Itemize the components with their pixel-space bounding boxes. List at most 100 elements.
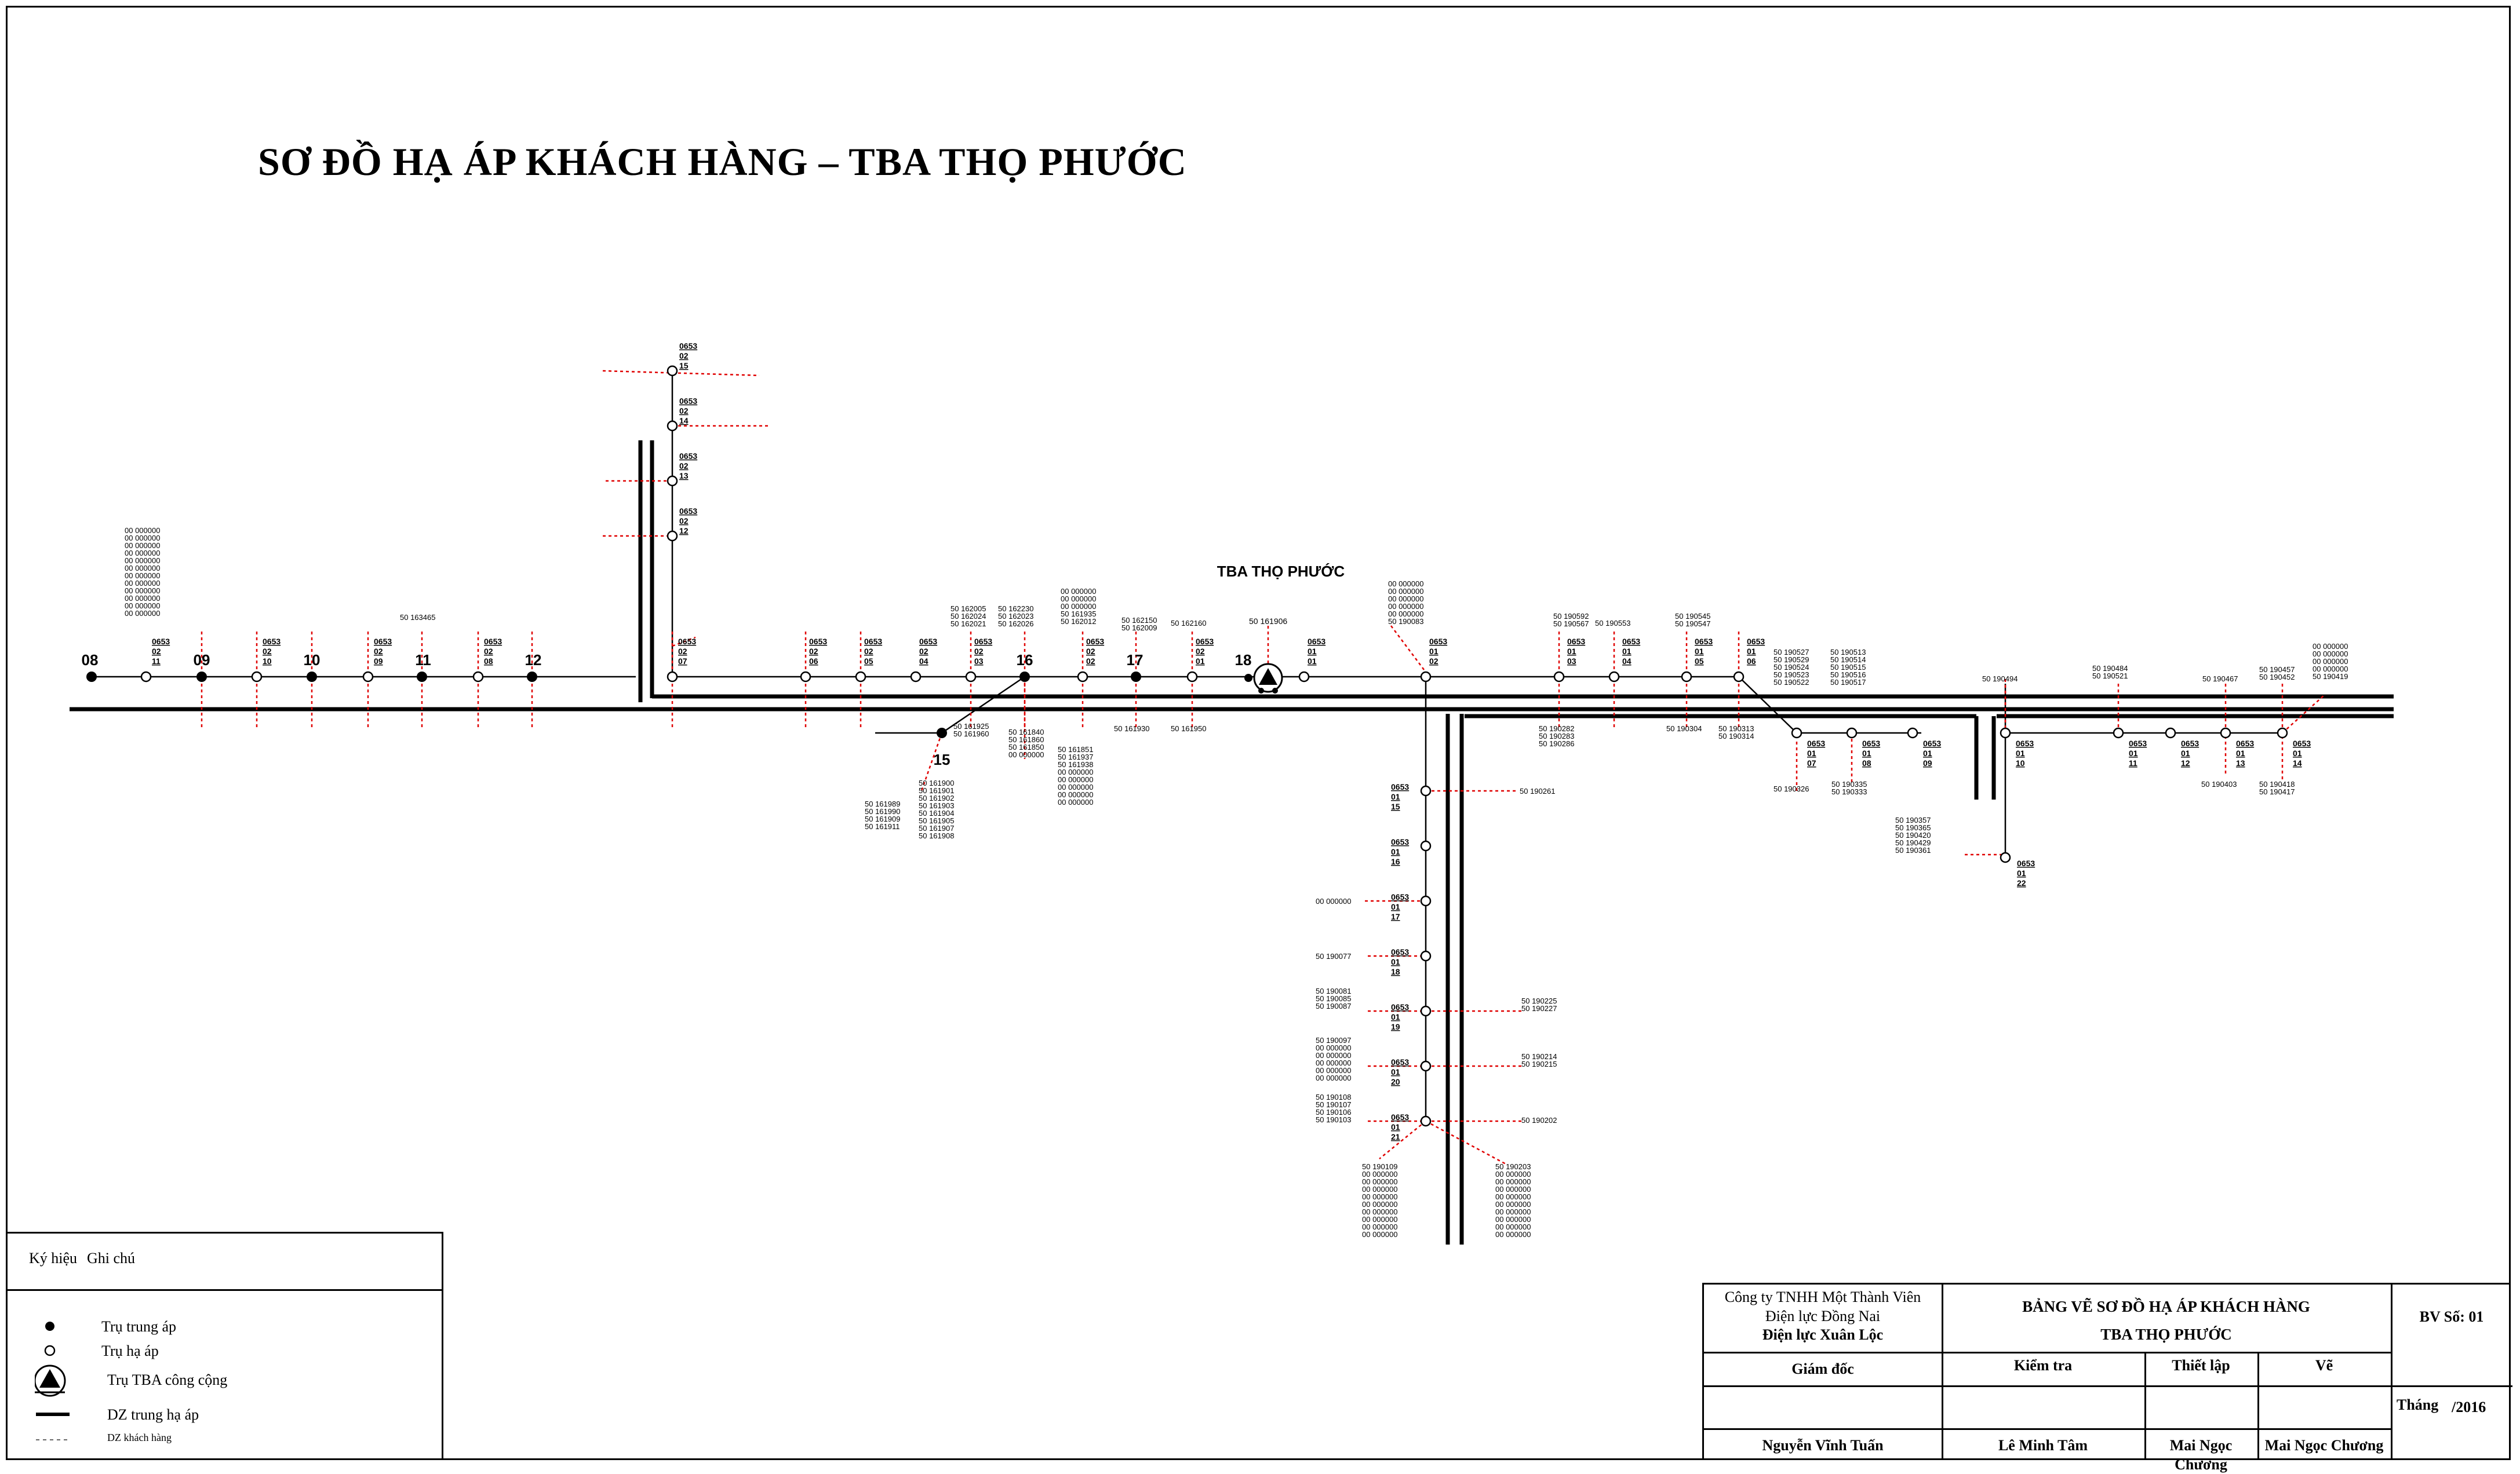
pole-code-p0117: 0653	[1391, 892, 1409, 902]
customer-id-c15b: 50 161908	[919, 831, 954, 840]
legend-item-lv-pole: Trụ hạ áp	[6, 1338, 442, 1363]
customer-id-c0203: 50 162005	[951, 604, 986, 613]
pole-code-p0214: 14	[679, 416, 689, 425]
pole-code-p0211: 11	[152, 656, 161, 666]
customer-id-c0211: 00 000000	[125, 601, 160, 610]
pole-code-p0215: 0653	[679, 341, 697, 351]
customer-id-c0202b: 00 000000	[1061, 587, 1096, 596]
customer-id-c16b: 50 161860	[1008, 735, 1044, 744]
pole-code-p0105: 05	[1695, 656, 1704, 666]
mv-pole-icon	[937, 728, 947, 738]
pole-code-p0212: 0653	[679, 506, 697, 516]
customer-id-c0121d: 00 000000	[1495, 1215, 1531, 1224]
customer-id-c0209: 50 163465	[400, 613, 435, 622]
customer-id-c15b: 50 161901	[919, 786, 954, 795]
customer-id-c0120a: 00 000000	[1316, 1044, 1351, 1052]
mv-pole-icon	[307, 672, 317, 682]
customer-id-c0111: 50 190521	[2092, 672, 2128, 680]
customer-id-c15c: 50 161909	[865, 815, 900, 823]
customer-id-c0202: 50 162023	[998, 612, 1033, 621]
customer-id-c0120a: 00 000000	[1316, 1074, 1351, 1082]
drawing-title: BẢNG VẼ SƠ ĐỒ HẠ ÁP KHÁCH HÀNG TBA THỌ P…	[1942, 1297, 2391, 1345]
lv-pole-icon	[667, 420, 678, 432]
customer-id-c0119a: 50 190081	[1316, 987, 1351, 995]
title-block: Công ty TNHH Một Thành Viên Điện lực Đồn…	[1702, 1283, 2512, 1473]
mv-pole-icon	[417, 672, 427, 682]
pole-code-p0118: 0653	[1391, 947, 1409, 957]
customer-id-c0121a: 50 190108	[1316, 1093, 1351, 1101]
pole-code-p0115: 01	[1391, 792, 1400, 801]
pole-code-p0107: 01	[1807, 749, 1816, 758]
customer-id-c0202c: 00 000000	[1058, 768, 1093, 776]
customer-drop-line	[1390, 625, 1426, 673]
customer-id-c0201b: 50 161950	[1171, 724, 1206, 733]
customer-id-c0114b: 00 000000	[2313, 665, 2348, 673]
lv-pole-icon	[140, 671, 152, 683]
customer-id-c0202c: 50 161937	[1058, 753, 1093, 761]
customer-id-c0121d: 00 000000	[1495, 1185, 1531, 1194]
customer-id-c0108b: 50 190335	[1831, 780, 1867, 789]
name-draw: Mai Ngọc Chương	[2264, 1437, 2384, 1454]
pole-code-p0111: 11	[2129, 758, 2137, 768]
customer-id-c0117: 00 000000	[1316, 897, 1351, 906]
legend-label: Trụ trung áp	[101, 1318, 177, 1335]
poles-layer	[86, 365, 2288, 1127]
customer-id-c0104: 50 190553	[1595, 619, 1630, 627]
customer-id-c15a: 50 161925	[953, 722, 989, 731]
customer-id-c0202c: 50 161851	[1058, 745, 1093, 754]
pole-code-p0209: 02	[374, 647, 383, 656]
pole-code-p0201: 01	[1196, 656, 1205, 666]
customer-id-c0121b: 50 190202	[1521, 1116, 1557, 1125]
drawing-title-line1: BẢNG VẼ SƠ ĐỒ HẠ ÁP KHÁCH HÀNG	[2022, 1298, 2310, 1315]
year-label: /2016	[2452, 1399, 2486, 1415]
customer-id-c0121c: 50 190109	[1362, 1162, 1397, 1171]
legend-item-mv-pole: Trụ trung áp	[6, 1314, 442, 1339]
customer-id-c0121c: 00 000000	[1362, 1215, 1397, 1224]
customer-id-c0211: 00 000000	[125, 594, 160, 603]
pole-code-p0119: 0653	[1391, 1002, 1409, 1012]
pole-code-p0118: 01	[1391, 957, 1400, 966]
customer-id-c0108b: 50 190333	[1831, 787, 1867, 796]
customer-id-c0108: 50 190515	[1830, 663, 1866, 672]
customer-id-c0122: 50 190361	[1895, 846, 1931, 855]
customer-id-c0121a: 50 190103	[1316, 1115, 1351, 1124]
lv-pole-icon	[1420, 840, 1432, 852]
pole-code-p0205: 0653	[864, 637, 882, 646]
pole-code-p0213: 0653	[679, 451, 697, 461]
pole-code-p0207: 0653	[678, 637, 696, 646]
pole-code-p0209: 0653	[374, 637, 392, 646]
customer-id-c0111: 50 190484	[2092, 664, 2128, 673]
customer-drop-line	[920, 732, 943, 791]
company-line3: Điện lực Xuân Lộc	[1762, 1326, 1884, 1343]
customer-id-c0211: 00 000000	[125, 564, 160, 572]
customer-id-c0120a: 00 000000	[1316, 1051, 1351, 1060]
lv-pole-icon	[472, 671, 484, 683]
mv-pole-icon	[1019, 672, 1030, 682]
customer-id-c0121c: 00 000000	[1362, 1230, 1397, 1239]
customer-id-c15b: 50 161902	[919, 794, 954, 802]
customer-id-c0122: 50 190429	[1895, 838, 1931, 847]
pole-code-p0215: 02	[679, 351, 689, 360]
pole-code-p0110: 01	[2016, 749, 2025, 758]
customer-id-c0121d: 00 000000	[1495, 1192, 1531, 1201]
drawing-title-line2: TBA THỌ PHƯỚC	[2100, 1325, 2232, 1343]
mv-pole-number-p15: 15	[934, 751, 951, 768]
pole-code-p0205: 05	[864, 656, 873, 666]
customer-id-c0121c: 00 000000	[1362, 1177, 1397, 1186]
pole-code-p0202: 02	[1086, 647, 1095, 656]
pole-code-p0206: 02	[809, 647, 818, 656]
lv-pole-icon	[1733, 671, 1745, 683]
customer-id-c0120a: 00 000000	[1316, 1059, 1351, 1067]
customer-id-c0120a: 50 190097	[1316, 1036, 1351, 1045]
customer-drop-line	[672, 636, 696, 647]
mv-pole-icon	[527, 672, 537, 682]
customer-id-c15b: 50 161900	[919, 779, 954, 787]
pole-code-p0101: 0653	[1308, 637, 1325, 646]
customer-id-c0202c: 00 000000	[1058, 783, 1093, 791]
lv-pole-icon	[362, 671, 374, 683]
pole-code-p0213: 02	[679, 461, 689, 470]
lv-pole-icon	[1907, 727, 1918, 739]
lv-pole-icon	[1420, 895, 1432, 907]
customer-id-c0121d: 00 000000	[1495, 1230, 1531, 1239]
customer-id-c0102: 00 000000	[1388, 610, 1423, 618]
